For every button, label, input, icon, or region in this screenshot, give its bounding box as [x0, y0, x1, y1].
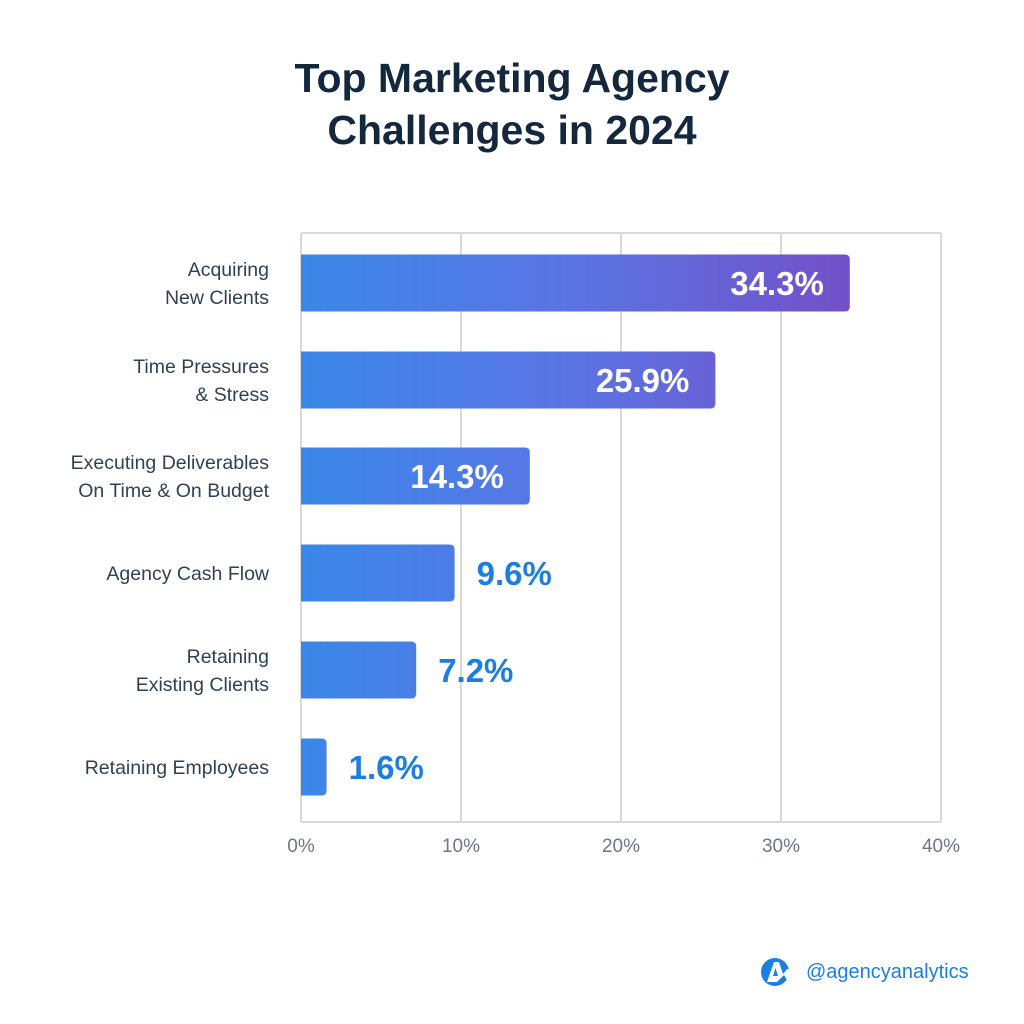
category-label: Time Pressures — [133, 356, 269, 378]
bar — [301, 641, 417, 699]
agencyanalytics-logo-icon — [761, 958, 792, 986]
category-label: Retaining Employees — [85, 757, 270, 779]
value-label: 9.6% — [477, 555, 552, 592]
x-tick-label: 20% — [602, 836, 640, 857]
category-label: Retaining — [187, 646, 269, 668]
category-label: Agency Cash Flow — [106, 563, 269, 585]
category-label: Existing Clients — [136, 674, 270, 696]
chart-title: Top Marketing Agency Challenges in 2024 — [0, 52, 1024, 156]
bar — [301, 351, 716, 409]
category-label: On Time & On Budget — [78, 480, 269, 502]
x-tick-label: 40% — [922, 836, 960, 857]
category-label: & Stress — [195, 384, 269, 406]
x-tick-label: 10% — [442, 836, 480, 857]
value-label: 25.9% — [596, 362, 690, 399]
brand-handle: @agencyanalytics — [806, 960, 969, 983]
value-label: 1.6% — [349, 749, 424, 786]
chart-title-line: Top Marketing Agency — [294, 55, 730, 101]
value-label: 34.3% — [730, 265, 824, 302]
bar — [301, 544, 455, 602]
category-label: Executing Deliverables — [71, 452, 270, 474]
bar — [301, 254, 850, 312]
x-tick-label: 30% — [762, 836, 800, 857]
brand: @agencyanalytics — [760, 955, 969, 989]
category-label: New Clients — [165, 287, 269, 309]
bar — [301, 738, 327, 796]
value-label: 7.2% — [438, 652, 513, 689]
value-label: 14.3% — [410, 458, 504, 495]
category-label: Acquiring — [188, 259, 269, 281]
x-tick-label: 0% — [287, 836, 315, 857]
chart-title-line: Challenges in 2024 — [327, 107, 697, 153]
bar — [301, 447, 530, 505]
